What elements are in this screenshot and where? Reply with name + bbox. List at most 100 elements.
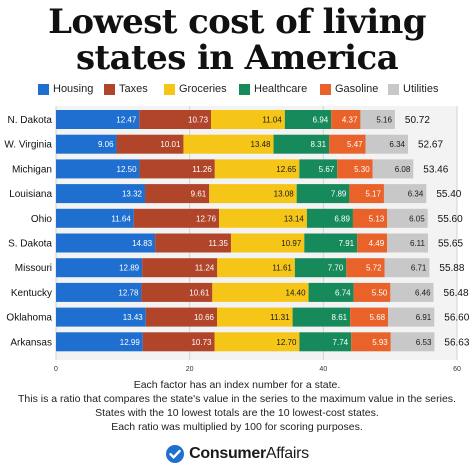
- bar-segment-w-virginia-gasoline: [329, 134, 366, 154]
- bar-segment-oklahoma-housing: [56, 307, 146, 327]
- legend-label-housing: Housing: [53, 83, 94, 95]
- bar-segment-s-dakota-taxes: [155, 233, 231, 253]
- data-label-kentucky-utilities: 6.46: [415, 288, 431, 297]
- bar-segment-michigan-gasoline: [337, 159, 373, 179]
- bar-segment-kentucky-utilities: [390, 282, 434, 302]
- total-label-kentucky: 56.48: [444, 288, 469, 299]
- legend-swatch-utilities: [388, 83, 399, 95]
- bar-segment-w-virginia-taxes: [116, 134, 184, 154]
- data-label-kentucky-housing: 12.78: [118, 288, 139, 297]
- total-label-ohio: 55.60: [438, 214, 463, 225]
- data-label-w-virginia-utilities: 6.34: [389, 140, 405, 149]
- bar-segment-w-virginia-utilities: [365, 134, 409, 154]
- data-label-missouri-gasoline: 5.72: [366, 264, 382, 273]
- consumer-affairs-logo-icon: [166, 445, 185, 463]
- legend-swatch-housing: [38, 83, 49, 95]
- bar-segment-s-dakota-housing: [56, 233, 156, 253]
- legend-item-housing: Housing: [38, 82, 93, 96]
- data-label-louisiana-housing: 13.32: [122, 190, 143, 199]
- bar-segment-arkansas-healthcare: [299, 332, 352, 352]
- bar-segment-n-dakota-healthcare: [284, 110, 332, 129]
- data-label-missouri-healthcare: 7.70: [328, 264, 344, 273]
- bar-segment-kentucky-gasoline: [353, 282, 391, 302]
- data-label-ohio-healthcare: 6.89: [334, 214, 350, 223]
- total-label-s-dakota: 55.65: [438, 239, 463, 250]
- total-label-missouri: 55.88: [439, 263, 464, 274]
- bar-segment-ohio-gasoline: [352, 208, 388, 228]
- data-label-ohio-gasoline: 5.13: [369, 214, 385, 223]
- data-label-ohio-groceries: 13.14: [284, 214, 305, 223]
- x-tick-label-60: 60: [453, 366, 461, 373]
- data-label-oklahoma-utilities: 6.91: [416, 313, 432, 322]
- bar-segment-louisiana-utilities: [383, 184, 427, 204]
- bar-segment-ohio-groceries: [219, 208, 307, 228]
- data-label-s-dakota-gasoline: 4.49: [369, 239, 385, 248]
- footnote-line-2: This is a ratio that compares the state'…: [18, 393, 456, 405]
- chart-legend: Housing Taxes Groceries Healthcare Gasol…: [0, 82, 474, 96]
- data-label-michigan-healthcare: 5.67: [319, 165, 335, 174]
- total-label-arkansas: 56.63: [444, 337, 469, 348]
- data-label-oklahoma-healthcare: 8.61: [332, 313, 348, 322]
- data-label-kentucky-groceries: 14.40: [286, 288, 307, 297]
- category-label-n-dakota: N. Dakota: [8, 115, 53, 126]
- data-label-w-virginia-taxes: 10.01: [160, 140, 181, 149]
- stacked-bar-chart: 0 20 40 60 N. Dakota 12.47 10.73 11.04 6.94 4.37 5…: [4, 106, 470, 373]
- bar-segment-s-dakota-gasoline: [357, 233, 388, 253]
- data-label-w-virginia-gasoline: 5.47: [347, 140, 363, 149]
- bar-segment-oklahoma-taxes: [145, 307, 218, 327]
- data-label-s-dakota-groceries: 10.97: [281, 239, 302, 248]
- data-label-michigan-groceries: 12.65: [276, 165, 297, 174]
- legend-label-healthcare: Healthcare: [254, 83, 308, 95]
- data-label-ohio-taxes: 12.76: [196, 214, 217, 223]
- legend-item-utilities: Utilities: [388, 82, 438, 96]
- data-label-michigan-gasoline: 5.30: [354, 165, 370, 174]
- data-label-louisiana-groceries: 13.08: [274, 190, 295, 199]
- footnote-line-1: Each factor has an index number for a st…: [133, 379, 341, 391]
- category-label-ohio: Ohio: [31, 214, 53, 225]
- bar-segment-louisiana-taxes: [145, 184, 210, 204]
- bar-segment-arkansas-taxes: [142, 332, 215, 352]
- bar-segment-michigan-groceries: [214, 159, 300, 179]
- bar-segment-arkansas-housing: [56, 332, 143, 352]
- data-label-arkansas-healthcare: 7.74: [333, 338, 349, 347]
- bar-segment-s-dakota-groceries: [230, 233, 305, 253]
- brand-name-part-1: Consumer: [189, 445, 266, 462]
- bar-segment-kentucky-housing: [56, 282, 142, 302]
- data-label-kentucky-healthcare: 6.74: [335, 288, 351, 297]
- bar-segment-arkansas-groceries: [214, 332, 300, 352]
- data-label-s-dakota-utilities: 6.11: [410, 239, 426, 248]
- bar-segment-michigan-housing: [56, 159, 140, 179]
- bar-segment-w-virginia-housing: [56, 134, 117, 154]
- bar-segment-kentucky-healthcare: [308, 282, 354, 302]
- bar-segment-michigan-taxes: [139, 159, 215, 179]
- bar-segment-n-dakota-gasoline: [331, 110, 361, 129]
- data-label-oklahoma-housing: 13.43: [123, 313, 144, 322]
- bar-segment-michigan-utilities: [372, 159, 414, 179]
- legend-swatch-groceries: [164, 83, 175, 95]
- legend-label-taxes: Taxes: [119, 83, 148, 95]
- data-label-louisiana-gasoline: 5.17: [365, 190, 381, 199]
- data-label-oklahoma-gasoline: 5.68: [370, 313, 386, 322]
- data-label-s-dakota-housing: 14.83: [132, 239, 153, 248]
- category-label-arkansas: Arkansas: [10, 337, 52, 348]
- x-tick-label-0: 0: [54, 366, 58, 373]
- category-label-michigan: Michigan: [12, 164, 52, 175]
- x-tick-label-20: 20: [186, 366, 194, 373]
- data-label-w-virginia-groceries: 13.48: [251, 140, 272, 149]
- data-label-s-dakota-healthcare: 7.91: [339, 239, 355, 248]
- category-label-louisiana: Louisiana: [9, 189, 52, 200]
- data-label-missouri-taxes: 11.24: [195, 264, 215, 273]
- data-label-michigan-taxes: 11.26: [192, 165, 212, 174]
- data-label-louisiana-healthcare: 7.89: [331, 190, 347, 199]
- bar-segment-n-dakota-utilities: [360, 110, 395, 129]
- data-label-n-dakota-utilities: 5.16: [376, 116, 392, 125]
- chart-title-line-2: states in America: [75, 38, 399, 78]
- legend-item-gasoline: Gasoline: [320, 82, 378, 96]
- data-label-louisiana-utilities: 6.34: [408, 190, 424, 199]
- bar-segment-missouri-healthcare: [294, 258, 347, 278]
- category-label-oklahoma: Oklahoma: [6, 313, 52, 324]
- bar-segment-louisiana-gasoline: [349, 184, 384, 204]
- legend-swatch-gasoline: [320, 83, 331, 95]
- bar-segment-oklahoma-groceries: [217, 307, 293, 327]
- bar-segment-missouri-groceries: [217, 258, 295, 278]
